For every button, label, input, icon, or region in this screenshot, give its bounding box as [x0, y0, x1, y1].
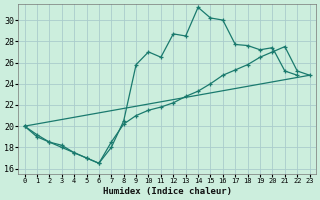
X-axis label: Humidex (Indice chaleur): Humidex (Indice chaleur)	[103, 187, 232, 196]
